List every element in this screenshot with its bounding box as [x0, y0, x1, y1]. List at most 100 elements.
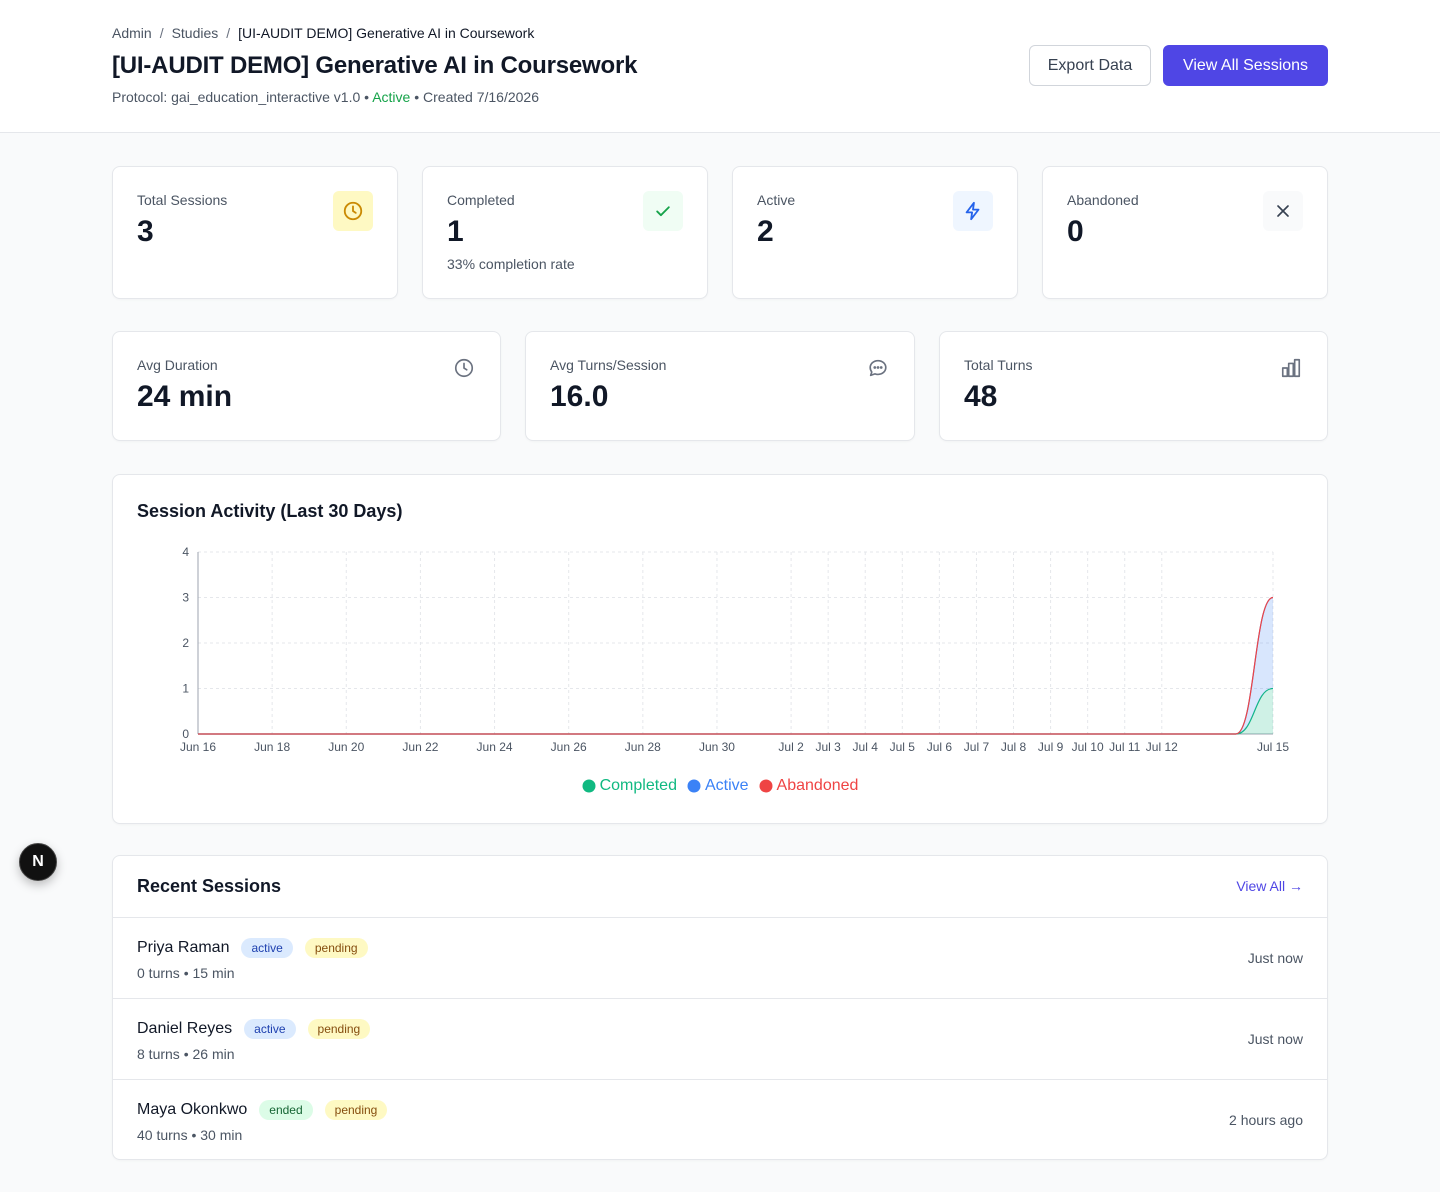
- legend-label: Abandoned: [776, 777, 859, 794]
- area-abandoned: [198, 597, 1273, 734]
- stat-value: 48: [964, 380, 998, 413]
- stat-value: 0: [1067, 215, 1084, 248]
- stat-card-completed: Completed 1 33% completion rate: [422, 166, 708, 299]
- check-icon: [643, 191, 683, 231]
- x-tick-label: Jul 8: [1001, 740, 1027, 754]
- stat-value: 24 min: [137, 380, 233, 413]
- stat-card-avg-duration: Avg Duration 24 min: [112, 331, 501, 441]
- stat-value: 16.0: [550, 380, 609, 413]
- participant-name: Priya Raman: [137, 939, 230, 956]
- stat-label: Active: [757, 192, 796, 208]
- review-badge: pending: [324, 1100, 388, 1120]
- stat-label: Total Sessions: [137, 192, 228, 208]
- review-badge: pending: [304, 938, 368, 958]
- y-tick-label: 2: [182, 636, 189, 650]
- area-completed: [198, 688, 1273, 734]
- y-tick-label: 4: [182, 545, 189, 559]
- session-name-line: Priya Raman active pending: [137, 938, 368, 958]
- x-tick-label: Jul 4: [853, 740, 879, 754]
- page-header: Admin / Studies / [UI-AUDIT DEMO] Genera…: [0, 0, 1440, 133]
- x-tick-label: Jul 3: [815, 740, 841, 754]
- session-name-line: Daniel Reyes active pending: [137, 1019, 371, 1039]
- session-meta: 0 turns • 15 min: [137, 965, 235, 981]
- stat-label: Completed: [447, 192, 515, 208]
- y-tick-label: 1: [182, 682, 189, 696]
- x-tick-label: Jul 5: [890, 740, 916, 754]
- clock-icon: [333, 191, 373, 231]
- session-name-line: Maya Okonkwo ended pending: [137, 1100, 388, 1120]
- stat-card-total-turns: Total Turns 48: [939, 331, 1328, 441]
- protocol-text: Protocol: gai_education_interactive v1.0: [112, 89, 361, 105]
- x-icon: [1263, 191, 1303, 231]
- stat-card-total-sessions: Total Sessions 3: [112, 166, 398, 299]
- legend-marker-icon: [687, 779, 701, 793]
- breadcrumb-admin[interactable]: Admin: [112, 25, 152, 41]
- session-row[interactable]: Priya Raman active pending 0 turns • 15 …: [113, 917, 1327, 998]
- chart-legend: Completed Active Abandoned: [113, 777, 1327, 795]
- stat-label: Total Turns: [964, 357, 1033, 373]
- legend-marker-icon: [582, 779, 596, 793]
- legend-label: Active: [704, 777, 749, 794]
- x-tick-label: Jun 16: [180, 740, 216, 754]
- status-badge: ended: [259, 1100, 313, 1120]
- breadcrumb-studies[interactable]: Studies: [171, 25, 219, 41]
- session-time: Just now: [1247, 950, 1303, 966]
- x-tick-label: Jun 30: [699, 740, 735, 754]
- stat-value: 1: [447, 215, 464, 248]
- session-time: 2 hours ago: [1229, 1112, 1303, 1128]
- stat-card-abandoned: Abandoned 0: [1042, 166, 1328, 299]
- dev-tools-badge[interactable]: N: [19, 843, 57, 881]
- y-tick-label: 3: [182, 591, 189, 605]
- export-data-button[interactable]: Export Data: [1029, 45, 1151, 86]
- view-all-link[interactable]: View All →: [1236, 878, 1303, 894]
- x-tick-label: Jun 18: [254, 740, 290, 754]
- x-tick-label: Jun 20: [328, 740, 364, 754]
- session-time: Just now: [1247, 1031, 1303, 1047]
- x-tick-label: Jul 15: [1257, 740, 1289, 754]
- legend-item-active[interactable]: Active: [687, 777, 749, 795]
- x-tick-label: Jun 22: [402, 740, 438, 754]
- meta-bullet: •: [364, 89, 370, 105]
- legend-label: Completed: [599, 777, 677, 794]
- stat-label: Avg Turns/Session: [550, 357, 667, 373]
- y-tick-label: 0: [182, 727, 189, 741]
- review-badge: pending: [307, 1019, 371, 1039]
- session-row[interactable]: Maya Okonkwo ended pending 40 turns • 30…: [113, 1079, 1327, 1160]
- x-tick-label: Jun 24: [477, 740, 513, 754]
- lightning-icon: [953, 191, 993, 231]
- series-line-active: [198, 596, 1274, 735]
- stat-card-avg-turns: Avg Turns/Session 16.0: [525, 331, 915, 441]
- recent-sessions-card: Recent Sessions View All → Priya Raman a…: [112, 855, 1328, 1160]
- session-activity-chart: 0 1 2 3 4 Jun 16 Jun 18 Jun 20 Jun 22 Jun 24 Jun 2…: [180, 545, 1289, 754]
- x-tick-label: Jun 26: [551, 740, 587, 754]
- legend-item-completed[interactable]: Completed: [582, 777, 677, 795]
- legend-marker-icon: [759, 779, 773, 793]
- bar-chart-icon: [1279, 356, 1303, 380]
- breadcrumb-separator: /: [159, 25, 164, 41]
- session-row[interactable]: Daniel Reyes active pending 8 turns • 26…: [113, 998, 1327, 1079]
- stat-value: 3: [137, 215, 154, 248]
- x-tick-label: Jul 12: [1146, 740, 1178, 754]
- page-title: [UI-AUDIT DEMO] Generative AI in Coursew…: [112, 52, 638, 79]
- stat-value: 2: [757, 215, 774, 248]
- x-tick-label: Jul 7: [964, 740, 990, 754]
- recent-sessions-title: Recent Sessions: [137, 876, 282, 896]
- x-tick-label: Jul 9: [1038, 740, 1064, 754]
- view-all-sessions-button[interactable]: View All Sessions: [1163, 45, 1328, 86]
- breadcrumb-current: [UI-AUDIT DEMO] Generative AI in Coursew…: [238, 25, 535, 41]
- status-text: Active: [372, 89, 411, 105]
- stat-card-active: Active 2: [732, 166, 1018, 299]
- breadcrumb: Admin / Studies / [UI-AUDIT DEMO] Genera…: [112, 25, 534, 41]
- series-line-completed: [198, 687, 1274, 735]
- breadcrumb-separator: /: [226, 25, 231, 41]
- chart-title: Session Activity (Last 30 Days): [137, 501, 403, 521]
- x-tick-label: Jul 6: [927, 740, 953, 754]
- legend-item-abandoned[interactable]: Abandoned: [759, 777, 859, 795]
- meta-bullet: •: [414, 89, 420, 105]
- session-activity-card: Session Activity (Last 30 Days) 0 1 2 3 4 Jun…: [112, 474, 1328, 824]
- study-meta: Protocol: gai_education_interactive v1.0…: [112, 89, 539, 105]
- status-badge: active: [244, 1019, 296, 1039]
- x-tick-label: Jul 11: [1109, 740, 1140, 754]
- clock-outline-icon: [452, 356, 476, 380]
- x-tick-label: Jul 2: [778, 740, 804, 754]
